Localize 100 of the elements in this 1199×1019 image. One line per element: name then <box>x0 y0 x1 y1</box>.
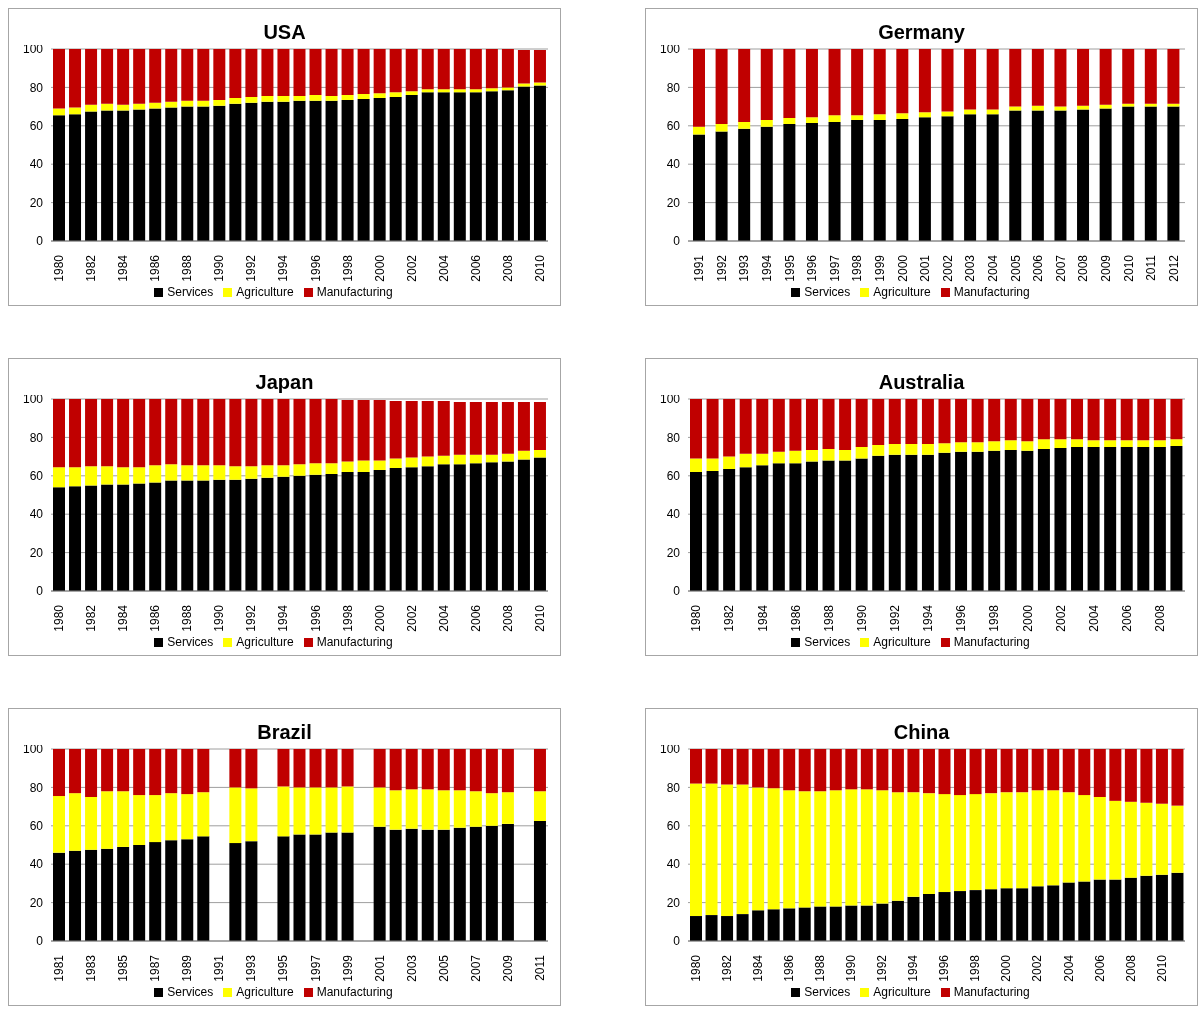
bar <box>829 790 842 907</box>
y-tick-label: 0 <box>673 234 681 249</box>
bar <box>373 749 386 788</box>
bar <box>872 399 885 446</box>
bar <box>277 96 290 102</box>
x-tick-label: 1985 <box>116 954 131 982</box>
bar <box>229 97 242 104</box>
bar <box>1054 439 1067 448</box>
x-tick-label: 2002 <box>404 604 419 632</box>
bar <box>1031 886 1044 941</box>
y-tick-label: 100 <box>659 392 681 407</box>
bar <box>1170 446 1183 591</box>
bar <box>165 749 178 794</box>
bar <box>1037 439 1050 449</box>
bar <box>405 828 418 941</box>
bar <box>309 95 322 101</box>
x-tick-label: 1980 <box>689 604 704 632</box>
bar <box>357 49 370 95</box>
bar <box>309 787 322 835</box>
bar <box>469 92 482 241</box>
bar <box>1170 439 1183 447</box>
bar <box>1137 440 1150 447</box>
bar <box>69 399 82 468</box>
bar <box>752 787 765 911</box>
bar <box>229 49 242 98</box>
x-tick-label: 1990 <box>844 954 859 982</box>
x-tick-label: 1998 <box>340 604 355 632</box>
bar <box>261 49 274 97</box>
bar <box>517 450 530 460</box>
bar <box>798 791 811 908</box>
bar <box>101 110 114 241</box>
x-tick-label: 2000 <box>999 954 1014 982</box>
bar <box>1087 447 1100 591</box>
x-tick-label: 1986 <box>781 954 796 982</box>
bar <box>389 790 402 830</box>
bar <box>723 469 736 591</box>
bar <box>888 444 901 455</box>
legend-label: Agriculture <box>236 635 294 649</box>
bar <box>533 49 546 83</box>
x-tick-label: 1995 <box>782 254 797 282</box>
bar <box>133 109 146 241</box>
bar <box>85 749 98 797</box>
bar <box>309 100 322 241</box>
bar <box>181 480 194 591</box>
bar <box>389 749 402 791</box>
x-tick-label: 1998 <box>968 954 983 982</box>
bar <box>828 115 841 122</box>
bar <box>922 893 935 941</box>
bar <box>969 794 982 891</box>
bar <box>690 783 702 917</box>
bar <box>405 789 418 829</box>
bar <box>1071 439 1084 447</box>
bar <box>53 115 65 241</box>
bar <box>165 49 178 102</box>
bar <box>197 465 210 481</box>
bar <box>421 456 434 467</box>
x-tick-label: 1984 <box>750 954 765 982</box>
bar <box>373 787 386 827</box>
bar <box>954 795 967 892</box>
bar <box>53 467 65 488</box>
bar <box>1144 106 1157 241</box>
bar <box>501 401 514 454</box>
bar <box>197 749 210 793</box>
bar <box>485 88 498 92</box>
bar <box>1047 749 1060 791</box>
bar <box>1062 749 1075 793</box>
bar <box>1109 749 1122 801</box>
bar <box>896 113 909 120</box>
x-tick-label: 1994 <box>276 604 291 632</box>
bar <box>53 49 65 109</box>
chart-title: Germany <box>878 21 965 43</box>
bar <box>1093 797 1106 880</box>
y-tick-label: 20 <box>29 545 44 560</box>
bar <box>1171 805 1184 873</box>
legend-label: Manufacturing <box>316 635 393 649</box>
bar <box>501 461 514 591</box>
bar <box>437 92 450 241</box>
legend-label: Manufacturing <box>316 285 393 299</box>
bar <box>693 49 705 127</box>
bar <box>133 483 146 591</box>
bar <box>453 401 466 455</box>
bar <box>197 100 210 107</box>
y-tick-label: 40 <box>29 857 44 872</box>
x-tick-label: 2009 <box>500 954 515 982</box>
bar <box>1122 103 1135 107</box>
legend-label: Agriculture <box>236 985 294 999</box>
bar <box>53 796 65 853</box>
chart-title: Japan <box>255 371 314 393</box>
bar <box>437 829 450 941</box>
bar <box>1004 440 1017 450</box>
bar <box>1171 749 1184 806</box>
bar <box>325 399 338 464</box>
bar <box>922 749 935 794</box>
bar <box>873 49 886 115</box>
bar <box>873 120 886 241</box>
bar <box>405 467 418 591</box>
bar <box>69 49 82 108</box>
legend-label: Services <box>804 985 851 999</box>
bar <box>1171 872 1184 941</box>
bar <box>839 399 852 450</box>
